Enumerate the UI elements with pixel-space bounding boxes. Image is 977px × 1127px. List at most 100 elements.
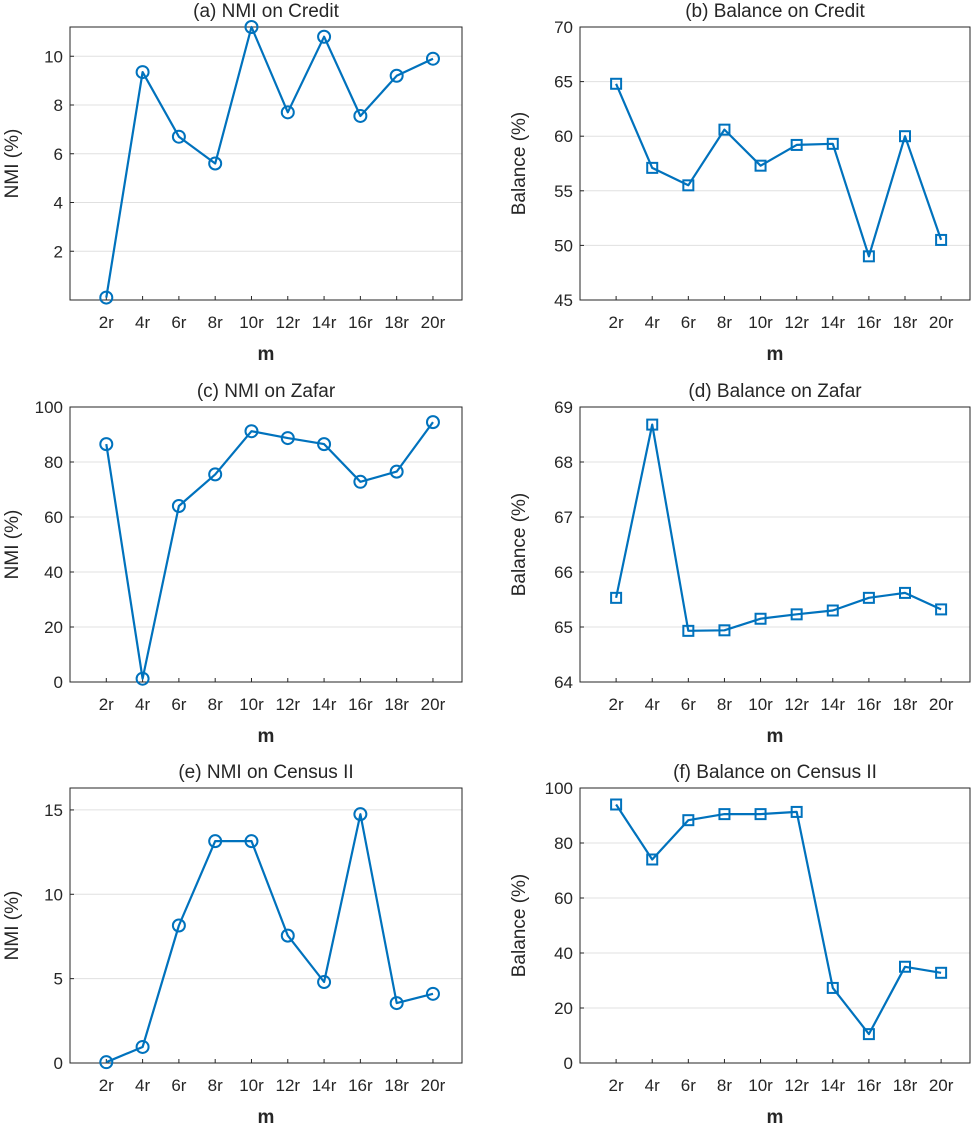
x-tick-label: 6r bbox=[171, 313, 186, 332]
data-point bbox=[862, 1028, 875, 1041]
y-tick-label: 80 bbox=[44, 453, 63, 472]
data-point bbox=[171, 129, 186, 144]
data-point bbox=[682, 179, 695, 192]
x-tick-label: 12r bbox=[275, 1076, 300, 1095]
x-tick-label: 10r bbox=[239, 313, 264, 332]
x-tick-label: 14r bbox=[820, 313, 845, 332]
y-tick-label: 65 bbox=[554, 73, 573, 92]
data-point bbox=[899, 586, 911, 599]
series-line bbox=[105, 813, 434, 1064]
chart-panel-2: 45 50 55 60 65 70 2r 4r 6r 8r 10r 12r 14r 16r 18r 20r (b… bbox=[509, 1, 971, 365]
y-tick-label: 45 bbox=[554, 291, 573, 310]
x-tick-label: 20r bbox=[929, 695, 954, 714]
data-point bbox=[280, 928, 295, 943]
data-point bbox=[899, 130, 911, 143]
x-tick-label: 16r bbox=[348, 695, 373, 714]
x-axis-label: m bbox=[258, 1107, 275, 1127]
y-tick-label: 80 bbox=[554, 834, 573, 853]
x-tick-label: 14r bbox=[312, 1076, 337, 1095]
x-tick-label: 4r bbox=[645, 1076, 660, 1095]
x-tick-label: 12r bbox=[784, 695, 809, 714]
data-point bbox=[99, 290, 114, 305]
y-tick-label: 20 bbox=[44, 618, 63, 637]
axes-box bbox=[69, 26, 463, 301]
chart-panel-4: 64 65 66 67 68 69 2r 4r 6r 8r 10r 12r 14r 16r 18r 20r (d… bbox=[509, 381, 971, 747]
data-point bbox=[935, 966, 948, 979]
x-tick-label: 14r bbox=[312, 313, 337, 332]
data-point bbox=[682, 624, 695, 637]
y-tick-label: 0 bbox=[54, 673, 63, 692]
y-tick-label: 0 bbox=[54, 1054, 63, 1073]
data-point bbox=[389, 996, 404, 1011]
y-tick-label: 68 bbox=[554, 453, 573, 472]
series-line bbox=[105, 421, 434, 680]
data-point bbox=[682, 814, 695, 827]
chart-panel-1: 2 4 6 8 10 2r 4r 6r 8r 10r 12r 14r 16r 18r 20r (a) NMI … bbox=[2, 1, 463, 365]
data-point bbox=[790, 138, 803, 151]
x-tick-label: 12r bbox=[275, 695, 300, 714]
x-tick-label: 14r bbox=[820, 1076, 845, 1095]
y-tick-label: 60 bbox=[554, 889, 573, 908]
data-point bbox=[754, 808, 767, 821]
data-point bbox=[135, 65, 150, 80]
chart-title: (f) Balance on Census II bbox=[673, 762, 877, 783]
series-line bbox=[615, 423, 942, 632]
data-point bbox=[244, 20, 259, 34]
x-tick-label: 6r bbox=[171, 695, 186, 714]
x-tick-label: 6r bbox=[171, 1076, 186, 1095]
x-tick-label: 12r bbox=[784, 313, 809, 332]
data-point bbox=[389, 464, 404, 479]
y-tick-label: 6 bbox=[54, 145, 63, 164]
y-axis-label: Balance (%) bbox=[509, 874, 530, 978]
y-axis-label: Balance (%) bbox=[509, 493, 530, 597]
data-point bbox=[899, 960, 911, 973]
data-point bbox=[826, 981, 839, 994]
data-point bbox=[754, 159, 767, 172]
x-tick-label: 16r bbox=[857, 313, 882, 332]
data-point bbox=[389, 68, 404, 83]
x-tick-label: 16r bbox=[348, 1076, 373, 1095]
y-tick-label: 100 bbox=[35, 398, 63, 417]
y-tick-label: 40 bbox=[44, 563, 63, 582]
x-tick-label: 18r bbox=[893, 1076, 918, 1095]
data-point bbox=[280, 105, 295, 120]
data-point bbox=[935, 233, 948, 246]
x-tick-label: 14r bbox=[820, 695, 845, 714]
x-tick-label: 16r bbox=[348, 313, 373, 332]
x-axis-label: m bbox=[767, 1107, 784, 1127]
y-axis-label: NMI (%) bbox=[2, 129, 23, 199]
x-tick-label: 4r bbox=[135, 313, 150, 332]
y-tick-label: 0 bbox=[564, 1054, 573, 1073]
x-tick-label: 14r bbox=[312, 695, 337, 714]
x-tick-label: 8r bbox=[208, 313, 223, 332]
x-tick-label: 8r bbox=[208, 1076, 223, 1095]
x-tick-label: 18r bbox=[893, 313, 918, 332]
x-tick-label: 18r bbox=[384, 695, 409, 714]
data-point bbox=[862, 591, 875, 604]
x-tick-label: 20r bbox=[421, 1076, 446, 1095]
x-tick-label: 12r bbox=[784, 1076, 809, 1095]
x-tick-label: 2r bbox=[609, 695, 624, 714]
data-point bbox=[99, 437, 114, 452]
y-tick-label: 100 bbox=[545, 779, 573, 798]
chart-title: (c) NMI on Zafar bbox=[197, 381, 336, 402]
x-tick-label: 20r bbox=[421, 695, 446, 714]
x-tick-label: 4r bbox=[645, 695, 660, 714]
y-axis-label: Balance (%) bbox=[509, 112, 530, 216]
y-axis-label: NMI (%) bbox=[2, 891, 23, 961]
x-tick-label: 18r bbox=[384, 313, 409, 332]
data-point bbox=[317, 975, 332, 990]
data-point bbox=[718, 808, 731, 821]
data-point bbox=[646, 161, 659, 174]
x-tick-label: 10r bbox=[748, 1076, 773, 1095]
data-point bbox=[208, 467, 223, 482]
y-tick-label: 65 bbox=[554, 618, 573, 637]
chart-panel-3: 0 20 40 60 80 100 2r 4r 6r 8r 10r 12r 14r 16r 18r 20r (c… bbox=[2, 381, 463, 747]
x-tick-label: 8r bbox=[717, 1076, 732, 1095]
x-tick-label: 2r bbox=[609, 313, 624, 332]
chart-title: (d) Balance on Zafar bbox=[688, 381, 862, 402]
data-point bbox=[244, 834, 259, 849]
x-tick-label: 2r bbox=[609, 1076, 624, 1095]
x-tick-label: 10r bbox=[239, 1076, 264, 1095]
